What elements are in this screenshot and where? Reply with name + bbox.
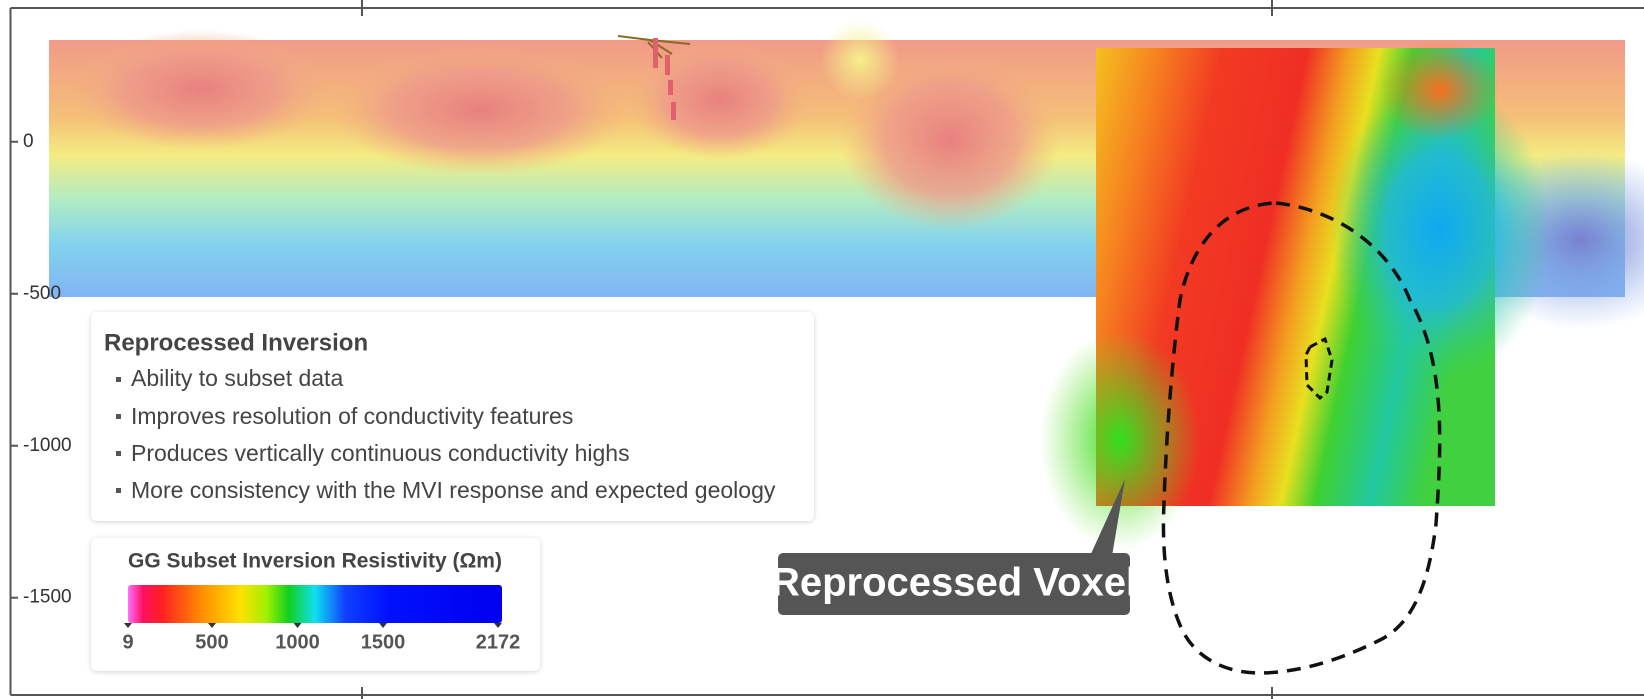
bullet: Improves resolution of conductivity feat… xyxy=(131,403,573,429)
callout-label: Reprocessed Voxel xyxy=(771,561,1137,605)
y-tick-label: -500 xyxy=(23,283,61,304)
dashed-inner xyxy=(1304,336,1334,401)
box-title: Reprocessed Inversion xyxy=(104,329,368,356)
well-trace xyxy=(617,35,691,120)
colorbar-tick-label: 500 xyxy=(195,631,228,653)
bullet: Produces vertically continuous conductiv… xyxy=(131,440,630,466)
colorbar-title: GG Subset Inversion Resistivity (Ωm) xyxy=(128,550,502,573)
colorbar-tick xyxy=(494,623,502,628)
colorbar-tick-label: 1000 xyxy=(275,631,320,653)
colorbar: GG Subset Inversion Resistivity (Ωm) 9 50… xyxy=(91,538,540,671)
bullet: Ability to subset data xyxy=(131,365,343,391)
colorbar-tick-label: 9 xyxy=(122,631,133,653)
reprocessed-voxel xyxy=(1040,40,1550,550)
dashed-outline xyxy=(1161,201,1442,675)
colorbar-ramp xyxy=(128,585,502,623)
colorbar-tick-label: 2172 xyxy=(476,631,521,653)
callout: Reprocessed Voxel xyxy=(771,479,1137,615)
colorbar-tick xyxy=(207,623,216,628)
colorbar-tick xyxy=(293,623,302,628)
colorbar-tick xyxy=(379,623,388,628)
bullet: More consistency with the MVI response a… xyxy=(131,477,776,503)
text-box: Reprocessed Inversion Ability to subset … xyxy=(91,312,814,521)
y-tick-label: 0 xyxy=(23,131,34,152)
colorbar-tick xyxy=(124,623,132,628)
colorbar-tick-label: 1500 xyxy=(361,631,406,653)
y-tick-label: -1000 xyxy=(23,435,72,456)
y-tick-label: -1500 xyxy=(23,587,72,608)
frame xyxy=(9,0,1644,699)
